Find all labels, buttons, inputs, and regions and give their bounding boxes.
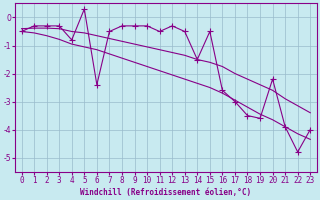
X-axis label: Windchill (Refroidissement éolien,°C): Windchill (Refroidissement éolien,°C) [80,188,252,197]
